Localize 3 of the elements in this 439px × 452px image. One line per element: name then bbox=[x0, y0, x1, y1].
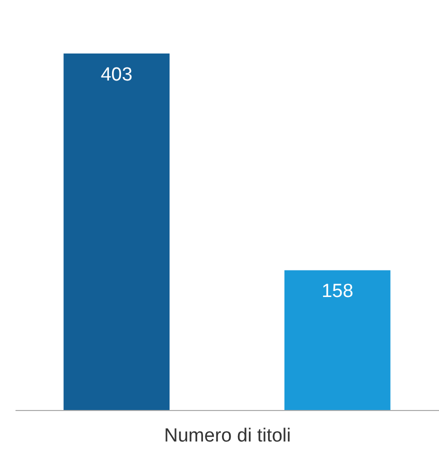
data-label: 403 bbox=[100, 64, 132, 86]
x-axis-title: Numero di titoli bbox=[164, 426, 291, 446]
data-label: 158 bbox=[322, 281, 354, 302]
